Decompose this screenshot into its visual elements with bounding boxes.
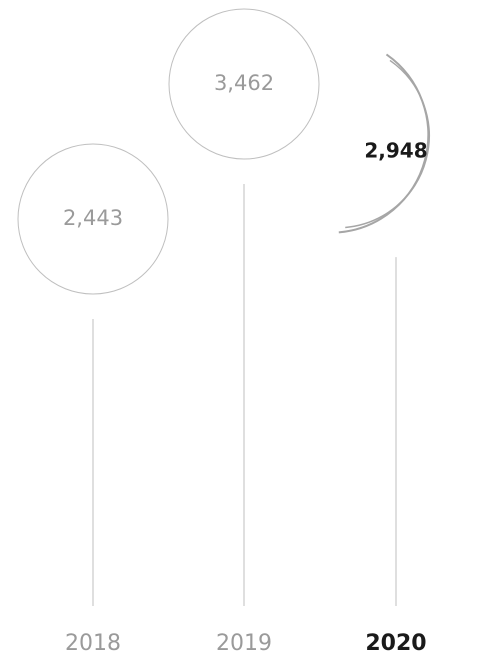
- bubble-value-2019: 3,462: [214, 71, 274, 95]
- year-label-2019: 2019: [216, 631, 272, 656]
- bubble-arc-inner-2020: [345, 59, 430, 229]
- year-label-2020: 2020: [365, 631, 426, 656]
- bubble-arc-outer-2020: [338, 53, 430, 234]
- bubble-value-2018: 2,443: [63, 206, 123, 230]
- bubble-2019: [168, 8, 320, 160]
- year-label-2018: 2018: [65, 631, 121, 656]
- bubble-2018: [17, 143, 169, 295]
- bubble-value-2020: 2,948: [364, 139, 427, 163]
